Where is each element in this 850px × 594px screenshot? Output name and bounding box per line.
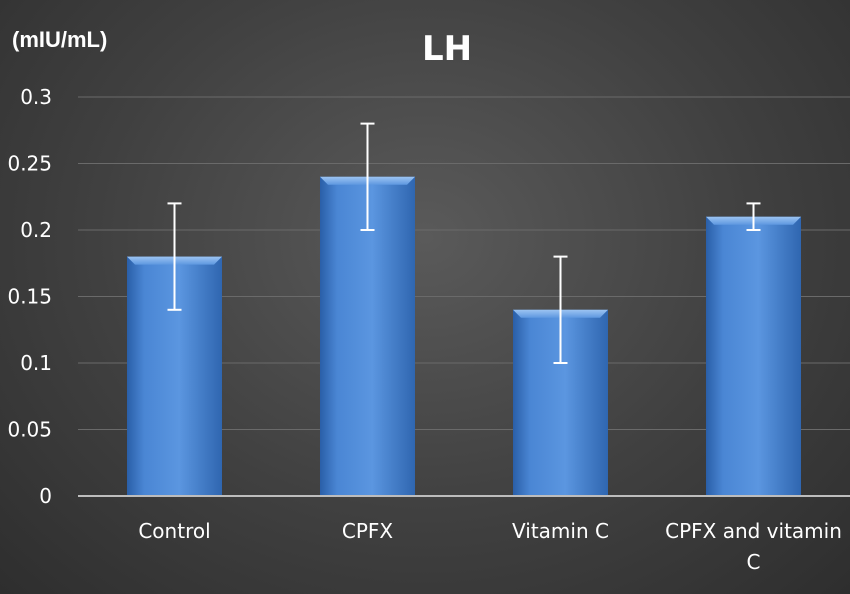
x-category-label: Control: [138, 519, 210, 543]
bar-body: [706, 216, 801, 496]
x-category-label-line: CPFX: [342, 519, 394, 543]
y-tick-labels: 0 0.05 0.1 0.15 0.2 0.25 0.3: [7, 85, 52, 508]
x-category-label-line: C: [747, 550, 761, 574]
error-bar: [167, 202, 182, 311]
y-axis-label: (mIU/mL): [12, 27, 107, 52]
y-tick-label: 0.1: [20, 351, 52, 375]
y-tick-label: 0.25: [7, 152, 52, 176]
x-category-label-line: Control: [138, 519, 210, 543]
bar: [706, 216, 801, 496]
x-category-label-line: CPFX and vitamin: [665, 519, 842, 543]
x-category-label: CPFX: [342, 519, 394, 543]
y-tick-label: 0.3: [20, 85, 52, 109]
y-tick-label: 0.15: [7, 285, 52, 309]
error-bar: [746, 202, 761, 231]
x-category-label: CPFX and vitamin C: [665, 519, 842, 574]
error-bars: [167, 122, 761, 364]
bars: [127, 176, 801, 497]
chart-title: LH: [422, 29, 472, 69]
y-tick-label: 0: [39, 484, 52, 508]
x-category-label-line: Vitamin C: [512, 519, 609, 543]
error-bar: [360, 122, 375, 231]
x-category-label: Vitamin C: [512, 519, 609, 543]
y-tick-label: 0.05: [7, 418, 52, 442]
x-category-labels: Control CPFX Vitamin C CPFX and vitamin C: [138, 519, 842, 574]
error-bar: [553, 255, 568, 364]
y-tick-label: 0.2: [20, 218, 52, 242]
